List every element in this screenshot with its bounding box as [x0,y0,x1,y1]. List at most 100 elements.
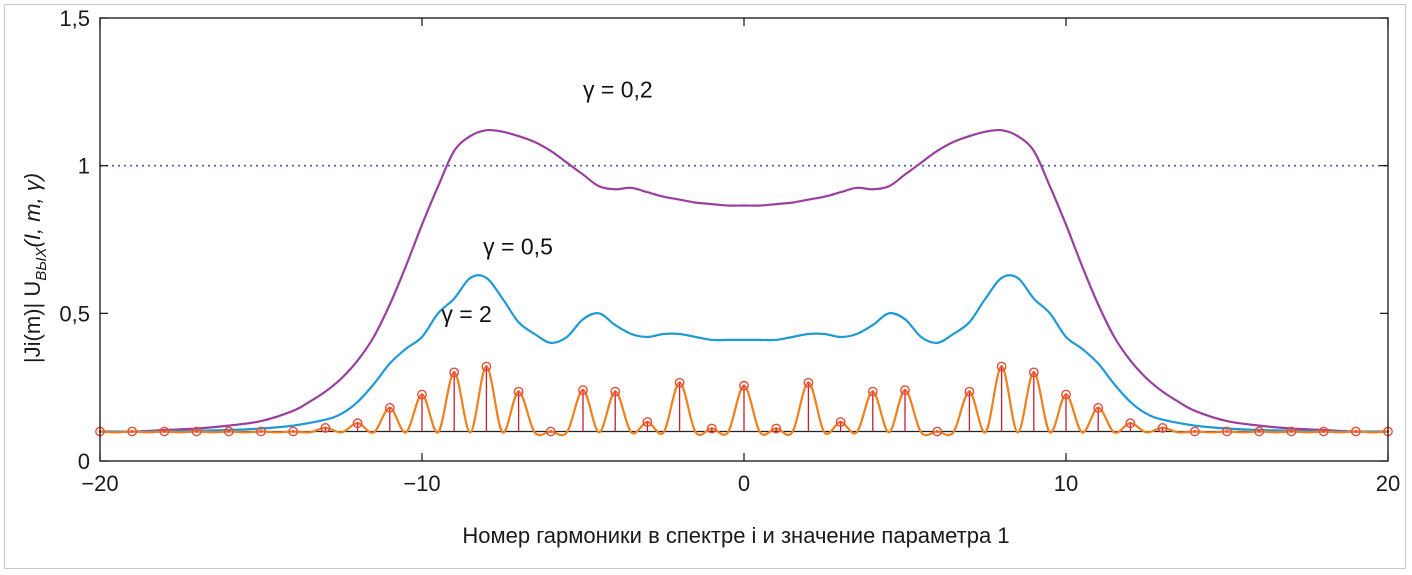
stem-marker [384,402,395,413]
stem-marker [771,423,782,434]
series-1: γ = 0,2 [99,77,1389,433]
stem-marker [288,426,299,437]
plot-area: γ = 0,2 γ = 0,5 γ = 2 [95,77,1393,437]
stem-marker-dot [839,420,842,424]
stem-marker-dot [420,393,424,396]
stem-marker [513,386,524,397]
stem-marker-dot [163,430,166,433]
stem-marker-dot [1064,393,1068,396]
y-axis-title-prefix: |Ji(m)| U [20,281,45,363]
chart-frame [4,4,1406,569]
stem-marker [417,389,427,400]
stem-marker [674,377,685,388]
stem-marker-dot [1354,430,1358,433]
stem-marker-dot [452,371,456,374]
y-tick-label: 1 [78,154,90,179]
stem-marker-dot [388,406,392,410]
stem-marker-dot [935,430,939,433]
axes: −20 −10 0 10 20 0 0,5 1 1,5 [59,6,1400,496]
stem-marker [1254,426,1265,437]
stem-marker-dot [227,430,231,433]
stem-marker-dot [710,427,714,430]
stem-marker-dot [646,420,649,424]
stem-marker [932,426,943,437]
stem-marker [900,385,910,396]
stem-marker [1318,426,1329,437]
series-line [99,128,1389,433]
stem-marker-dot [613,390,617,393]
stem-marker [803,377,814,388]
stem-marker [1189,426,1200,437]
stem-marker [223,426,234,437]
series-label: γ = 0,2 [583,77,653,103]
stem-marker-dot [1096,406,1100,410]
stem-marker-dot [742,384,746,387]
stem-marker [256,426,266,437]
stem-marker-dot [291,430,295,433]
stem-marker-dot [1129,421,1132,425]
stem-marker-dot [968,390,971,393]
stem-marker [835,417,846,427]
stem-marker-dot [356,421,359,425]
stem-marker [1093,402,1104,413]
stem-marker [964,386,975,397]
stem-marker-dot [549,430,553,433]
y-tick-label: 0,5 [59,301,90,326]
stem-marker-dot [259,430,263,433]
stem-marker-dot [807,381,810,385]
stem-marker [1222,426,1232,437]
stem-marker-dot [1322,430,1325,433]
y-axis-title-subscript: ВЫХ [33,246,50,280]
stem-marker [352,418,363,429]
stem-marker-dot [1193,430,1197,433]
x-tick-label: −20 [81,471,118,496]
stem-marker [320,423,331,433]
y-axis-title: |Ji(m)| UВЫХ(I, m, γ) [20,173,50,363]
stem-marker-dot [517,390,520,393]
stem-marker [1286,426,1297,437]
y-tick-label: 1,5 [59,6,90,31]
series-label: γ = 0,5 [483,233,553,259]
stem-marker-dot [195,430,198,433]
stem-marker [739,380,749,391]
stem-marker-dot [581,388,585,392]
x-axis-title: Номер гармоники в спектре i и значение п… [462,523,1009,548]
series-3: γ = 2 [95,301,1393,437]
x-tick-label: 20 [1376,471,1400,496]
stem-marker [996,361,1007,372]
x-tick-label: 10 [1054,471,1078,496]
stem-marker-dot [324,426,327,430]
x-tick-label: 0 [738,471,750,496]
stem-marker-dot [678,381,681,385]
stem-marker [1157,423,1168,433]
stem-marker-dot [871,390,875,393]
stem-marker-dot [903,388,907,392]
stem-marker [1061,389,1071,400]
stem-marker [159,426,170,437]
stem-marker [1028,367,1039,378]
stem-marker [449,367,460,378]
stem-marker [867,386,878,397]
stem-marker [1350,426,1361,437]
series-label: γ = 2 [441,301,492,327]
stem-marker [1125,418,1136,429]
stem-marker-dot [1032,371,1036,374]
stem-marker [642,417,653,427]
stem-marker-dot [485,365,488,368]
stem-marker [191,426,202,437]
stem-marker [127,426,138,437]
stem-marker-dot [774,427,778,430]
y-tick-label: 0 [78,449,90,474]
series-2: γ = 0,5 [99,233,1389,433]
stem-marker [578,385,588,396]
stem-marker [706,423,717,434]
stem-marker-dot [1257,430,1261,433]
series-line [99,274,1389,433]
stem-marker [481,361,492,372]
x-tick-label: −10 [403,471,440,496]
stem-marker-dot [130,430,134,433]
stem-marker-dot [1290,430,1293,433]
stem-marker [610,386,621,397]
stem-marker [545,426,556,437]
